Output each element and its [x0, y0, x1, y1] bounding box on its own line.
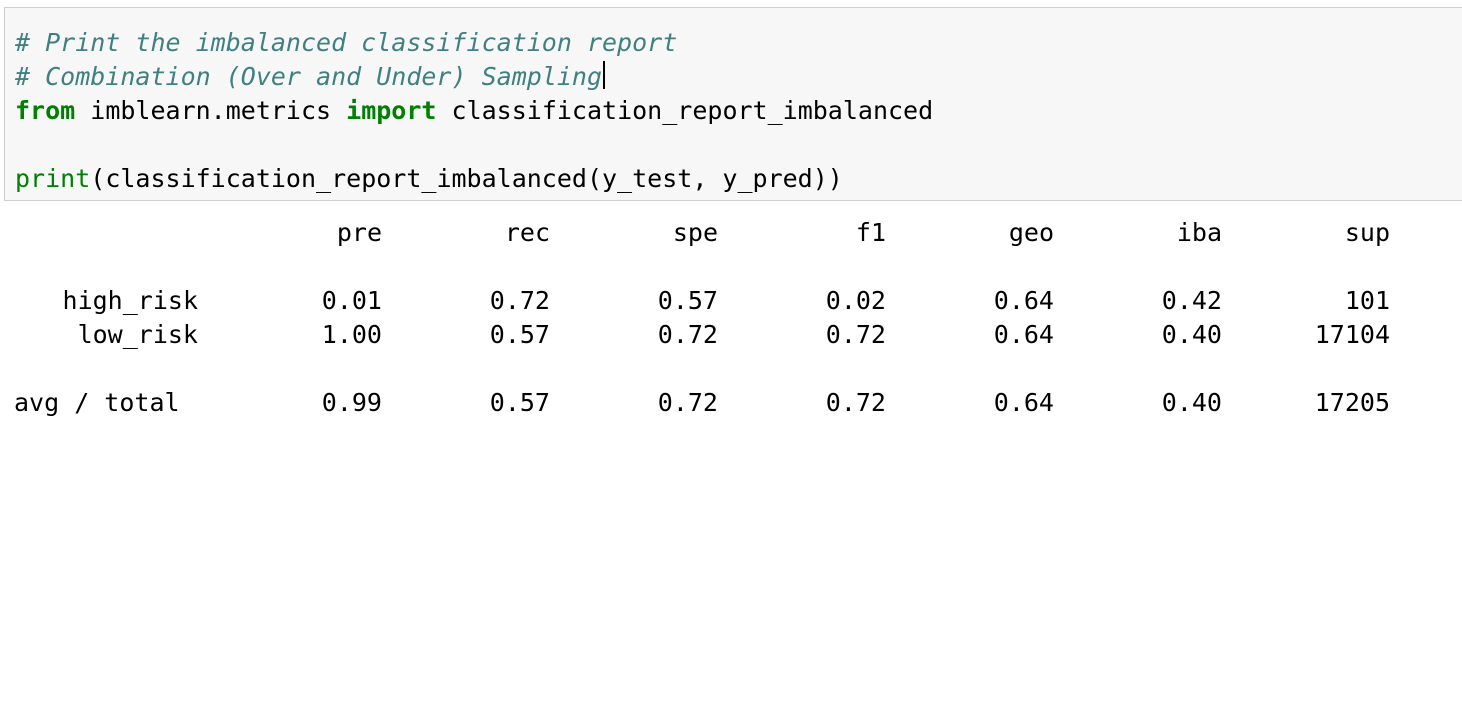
- print-call-args: (classification_report_imbalanced(y_test…: [90, 164, 843, 193]
- header-geo: geo: [1008, 218, 1054, 247]
- cell-sup: 17104: [1314, 320, 1390, 349]
- cell-pre: 0.99: [321, 388, 382, 417]
- report-row-low-risk: low_risk 1.00 0.57 0.72 0.72 0.64 0.40 1…: [14, 318, 1390, 352]
- cell-geo: 0.64: [993, 286, 1054, 315]
- row-label: avg / total: [14, 388, 180, 417]
- cell-sup: 17205: [1314, 388, 1390, 417]
- code-cell[interactable]: # Print the imbalanced classification re…: [4, 7, 1462, 201]
- cell-spe: 0.72: [657, 388, 718, 417]
- keyword-from: from: [15, 96, 76, 125]
- cell-spe: 0.57: [657, 286, 718, 315]
- cell-f1: 0.02: [825, 286, 886, 315]
- cell-sup: 101: [1344, 286, 1390, 315]
- cell-pre: 1.00: [321, 320, 382, 349]
- header-pre: pre: [336, 218, 382, 247]
- cell-iba: 0.40: [1161, 320, 1222, 349]
- cell-geo: 0.64: [993, 388, 1054, 417]
- report-row-high-risk: high_risk 0.01 0.72 0.57 0.02 0.64 0.42 …: [14, 284, 1390, 318]
- builtin-print: print: [15, 164, 91, 193]
- comment-sampling: # Combination (Over and Under) Sampling: [15, 62, 602, 91]
- header-f1: f1: [855, 218, 886, 247]
- cell-iba: 0.40: [1161, 388, 1222, 417]
- cell-geo: 0.64: [993, 320, 1054, 349]
- cell-rec: 0.72: [489, 286, 550, 315]
- text-cursor: [603, 61, 605, 89]
- header-rec: rec: [504, 218, 550, 247]
- row-label: high_risk: [62, 286, 198, 315]
- cell-f1: 0.72: [825, 388, 886, 417]
- cell-spe: 0.72: [657, 320, 718, 349]
- report-row-avg-total: avg / total 0.99 0.57 0.72 0.72 0.64 0.4…: [14, 386, 1390, 420]
- cell-pre: 0.01: [321, 286, 382, 315]
- code-line-2: # Combination (Over and Under) Sampling: [15, 60, 605, 94]
- header-sup: sup: [1344, 218, 1390, 247]
- keyword-import: import: [346, 96, 437, 125]
- report-header-row: pre rec spe f1 geo iba sup: [14, 216, 1390, 250]
- row-label: low_risk: [77, 320, 198, 349]
- header-iba: iba: [1176, 218, 1222, 247]
- header-spe: spe: [672, 218, 718, 247]
- cell-rec: 0.57: [489, 320, 550, 349]
- code-line-5: print(classification_report_imbalanced(y…: [15, 162, 843, 196]
- code-line-1: # Print the imbalanced classification re…: [15, 26, 677, 60]
- module-name: imblearn.metrics: [75, 96, 347, 125]
- cell-rec: 0.57: [489, 388, 550, 417]
- imported-name: classification_report_imbalanced: [436, 96, 934, 125]
- code-line-3: from imblearn.metrics import classificat…: [15, 94, 933, 128]
- cell-iba: 0.42: [1161, 286, 1222, 315]
- comment-print-report: # Print the imbalanced classification re…: [15, 28, 678, 57]
- cell-f1: 0.72: [825, 320, 886, 349]
